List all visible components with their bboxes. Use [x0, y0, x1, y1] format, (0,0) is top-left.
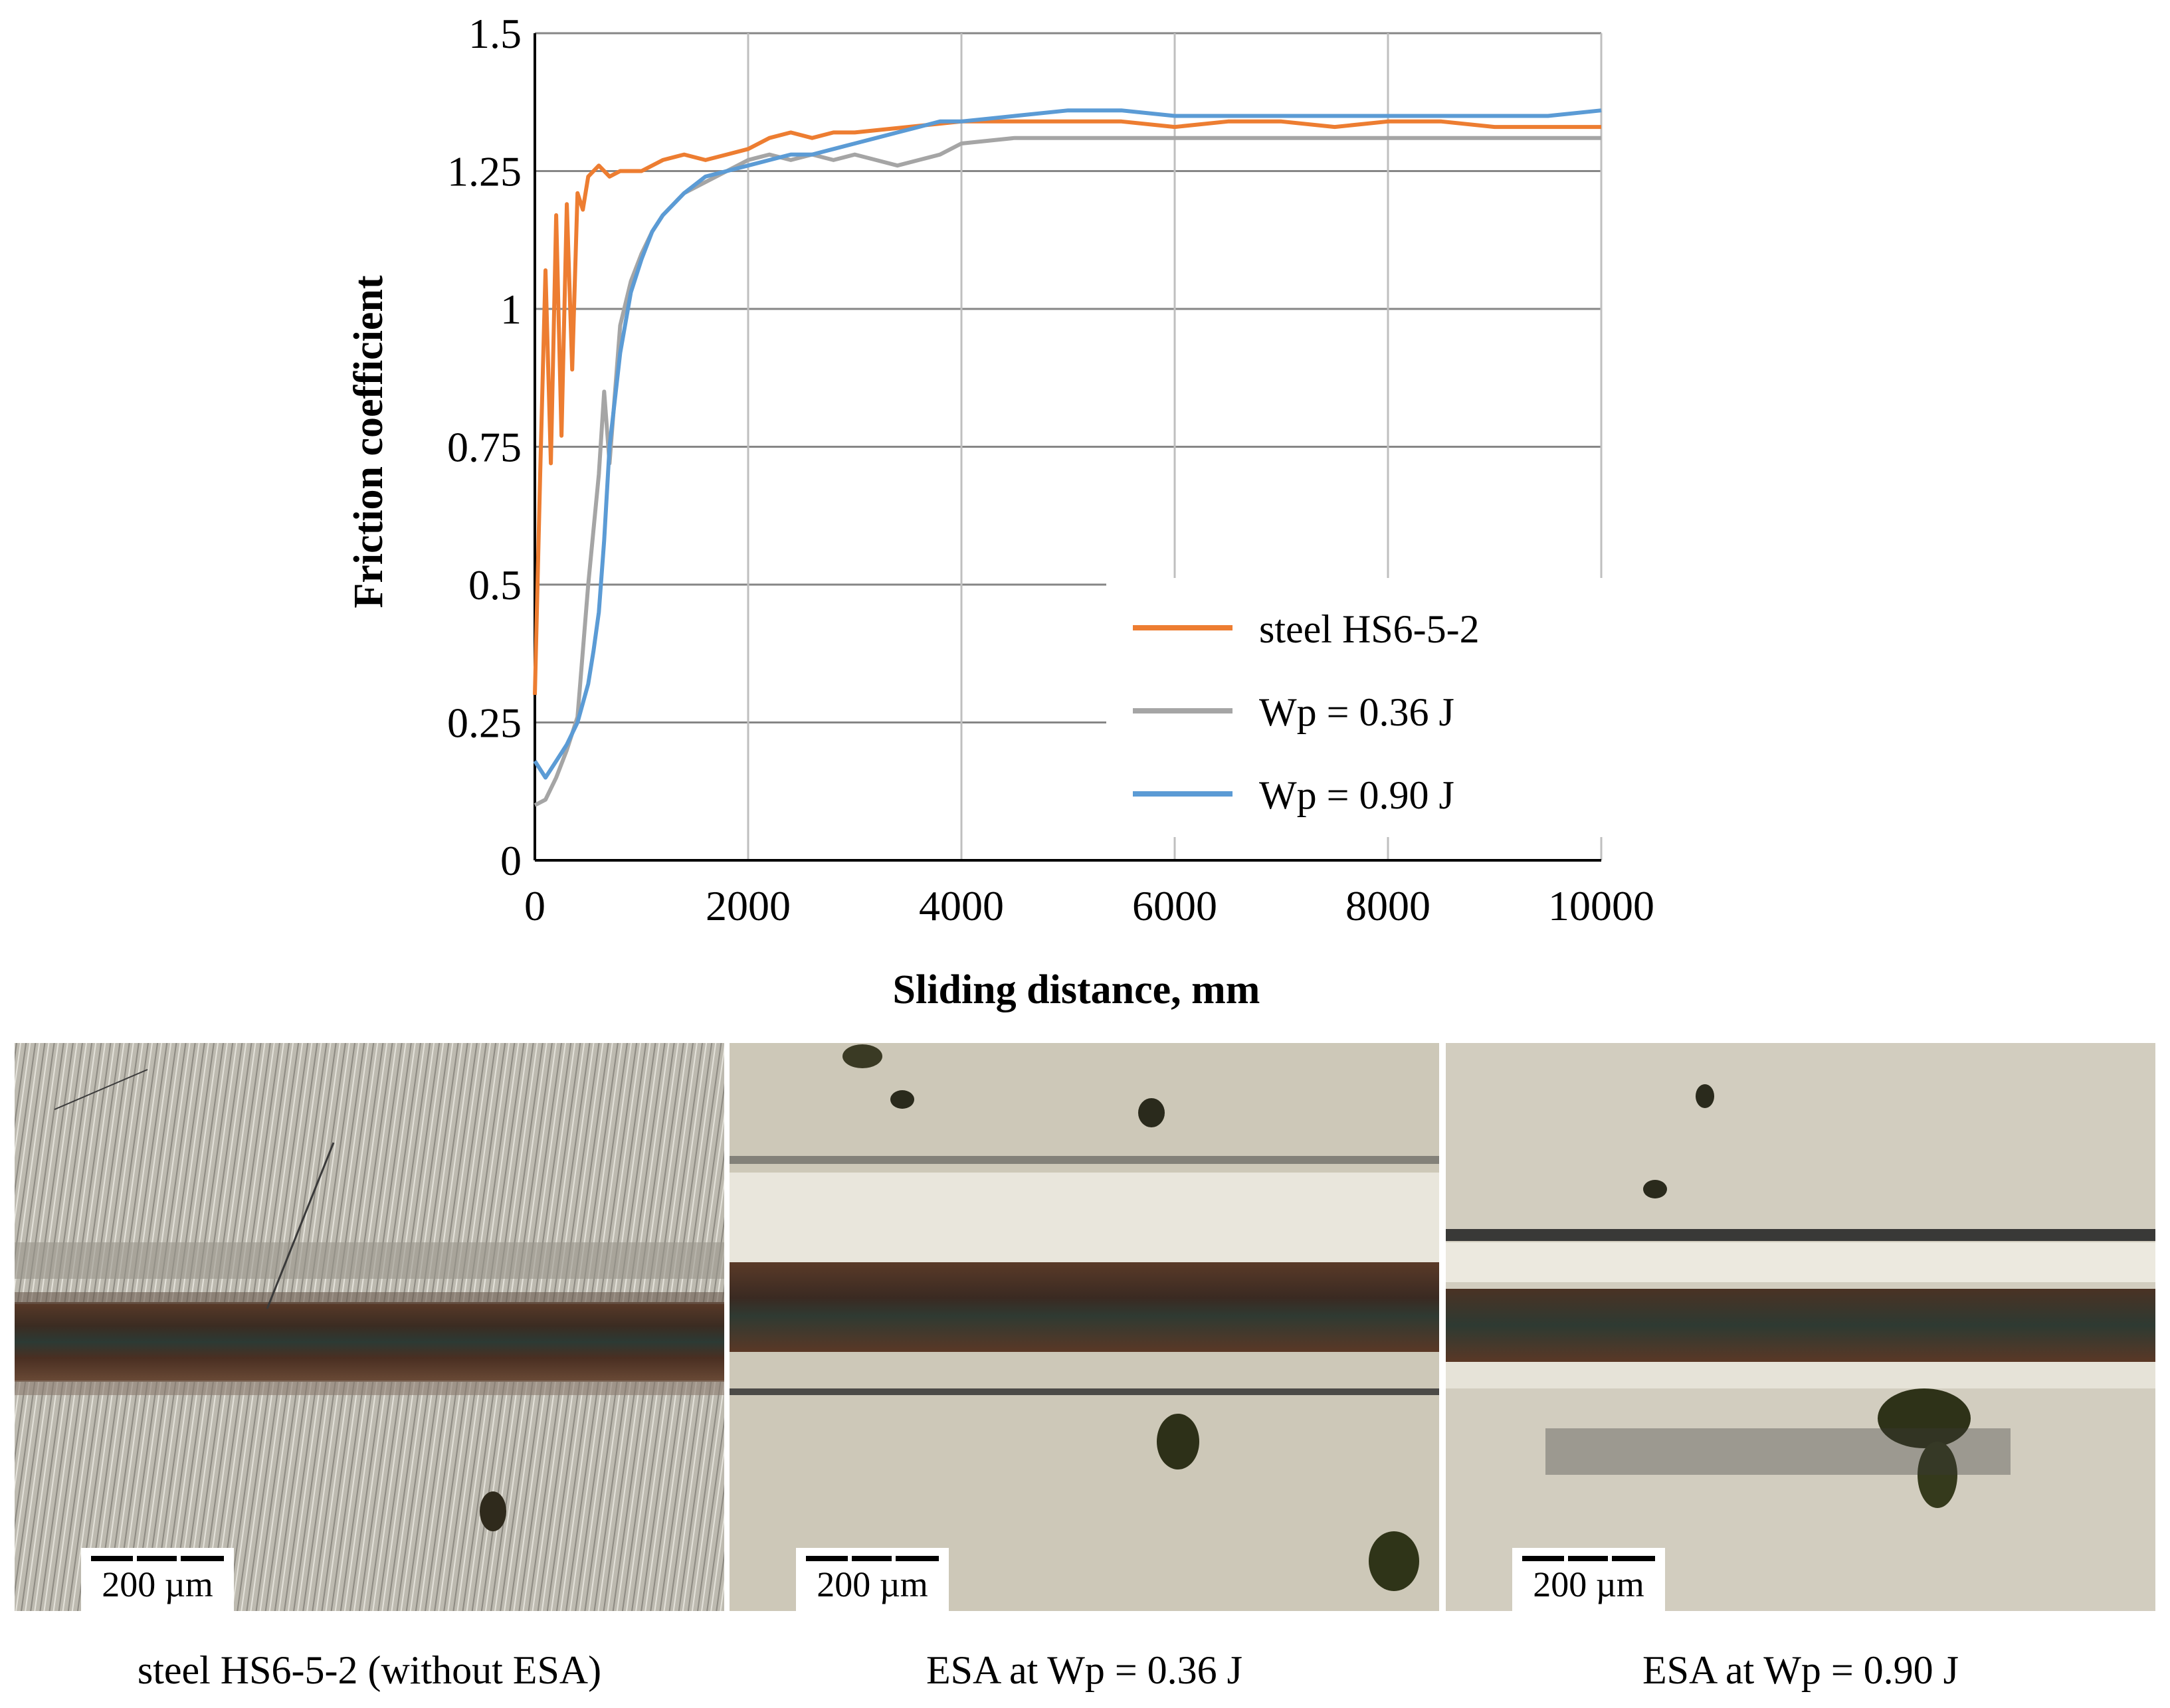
x-tick-label: 6000 [1132, 882, 1217, 929]
micrograph-steel: 200 µm [15, 1043, 724, 1611]
caption-wp090: ESA at Wp = 0.90 J [1642, 1648, 1959, 1692]
axes [534, 33, 1601, 862]
legend-label-0: steel HS6-5-2 [1259, 607, 1480, 651]
y-tick-label: 1 [500, 286, 522, 333]
legend: steel HS6-5-2 Wp = 0.36 J Wp = 0.90 J [1133, 607, 1480, 817]
y-tick-label: 0.25 [447, 700, 522, 747]
micrograph-wp090: 200 µm [1446, 1043, 2155, 1611]
x-tick-label: 2000 [706, 882, 791, 929]
series-line-1 [534, 136, 1601, 807]
x-tick-label: 0 [524, 882, 545, 929]
micrograph-wp090-image [1446, 1043, 2155, 1611]
scale-bar-tick [1608, 1556, 1612, 1561]
series-line-0 [533, 119, 1601, 696]
y-tick-label: 0 [500, 837, 522, 884]
scale-bar-line [1522, 1556, 1655, 1566]
scale-bar-tick [848, 1556, 852, 1561]
scale-bar: 200 µm [81, 1548, 234, 1611]
micrograph-wp036-image [730, 1043, 1439, 1611]
tick-labels: 0 0.25 0.5 0.75 1 1.25 1.5 0 2000 4000 6000 8000 100… [447, 10, 1654, 929]
series-lines [533, 108, 1602, 807]
scale-bar-label: 200 µm [1533, 1565, 1644, 1604]
x-tick-label: 8000 [1345, 882, 1430, 929]
y-axis-title: Friction coefficient [346, 275, 391, 608]
scale-bar-tick [1564, 1556, 1568, 1561]
legend-label-2: Wp = 0.90 J [1259, 773, 1454, 817]
scale-bar: 200 µm [1512, 1548, 1665, 1611]
micrograph-wp036: 200 µm [730, 1043, 1439, 1611]
scale-bar-tick [892, 1556, 896, 1561]
scale-bar-label: 200 µm [102, 1565, 213, 1604]
y-tick-label: 0.5 [468, 561, 522, 609]
y-tick-label: 0.75 [447, 424, 522, 471]
friction-chart: 0 0.25 0.5 0.75 1 1.25 1.5 0 2000 4000 6000 8000 100… [346, 10, 1654, 1012]
y-tick-label: 1.5 [468, 10, 522, 57]
legend-label-1: Wp = 0.36 J [1259, 690, 1454, 734]
scale-bar-tick [133, 1556, 137, 1561]
micrograph-steel-image [15, 1043, 724, 1611]
scale-bar-tick [177, 1556, 181, 1561]
scale-bar-line [91, 1556, 224, 1566]
caption-steel: steel HS6-5-2 (without ESA) [137, 1648, 602, 1692]
series-line-2 [533, 108, 1602, 780]
y-tick-label: 1.25 [447, 148, 522, 195]
x-tick-label: 4000 [919, 882, 1004, 929]
caption-wp036: ESA at Wp = 0.36 J [926, 1648, 1243, 1692]
scale-bar: 200 µm [796, 1548, 949, 1611]
x-axis-title: Sliding distance, mm [893, 967, 1260, 1012]
scale-bar-label: 200 µm [817, 1565, 928, 1604]
scale-bar-line [806, 1556, 939, 1566]
x-tick-label: 10000 [1548, 882, 1654, 929]
